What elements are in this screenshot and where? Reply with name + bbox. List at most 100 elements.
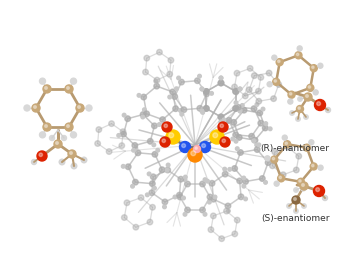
Circle shape: [133, 224, 139, 230]
Circle shape: [135, 150, 141, 156]
Circle shape: [296, 153, 302, 159]
Circle shape: [149, 190, 155, 195]
Circle shape: [298, 107, 300, 109]
Circle shape: [182, 144, 185, 147]
Circle shape: [210, 130, 224, 144]
Circle shape: [247, 66, 253, 71]
Circle shape: [119, 143, 125, 149]
Circle shape: [289, 93, 292, 95]
Circle shape: [270, 163, 275, 168]
Circle shape: [288, 91, 295, 98]
Circle shape: [143, 69, 148, 75]
Circle shape: [220, 124, 224, 127]
Circle shape: [303, 144, 310, 151]
Circle shape: [274, 80, 276, 82]
Circle shape: [166, 130, 180, 144]
Circle shape: [125, 116, 130, 122]
Circle shape: [178, 176, 184, 182]
Circle shape: [238, 109, 242, 113]
Circle shape: [238, 87, 242, 91]
Circle shape: [173, 106, 179, 112]
Circle shape: [304, 115, 308, 119]
Circle shape: [202, 144, 206, 147]
Circle shape: [317, 102, 320, 106]
Circle shape: [166, 163, 170, 167]
Circle shape: [149, 181, 155, 187]
Circle shape: [237, 135, 242, 140]
Circle shape: [306, 94, 309, 97]
Circle shape: [122, 215, 127, 220]
Circle shape: [78, 106, 80, 108]
Circle shape: [162, 122, 172, 132]
Circle shape: [199, 141, 211, 153]
Circle shape: [143, 108, 146, 112]
Circle shape: [185, 207, 190, 213]
Circle shape: [86, 105, 92, 111]
Circle shape: [71, 132, 76, 138]
Circle shape: [185, 181, 190, 187]
Circle shape: [207, 194, 213, 200]
Circle shape: [227, 120, 231, 123]
Circle shape: [261, 107, 265, 111]
Circle shape: [96, 127, 102, 132]
Circle shape: [272, 55, 277, 60]
Circle shape: [290, 111, 294, 115]
Circle shape: [233, 89, 239, 94]
Circle shape: [125, 164, 131, 170]
Circle shape: [257, 110, 262, 116]
Circle shape: [224, 208, 229, 214]
Circle shape: [200, 87, 204, 91]
Circle shape: [137, 93, 141, 97]
Circle shape: [271, 156, 278, 163]
Circle shape: [168, 95, 171, 99]
Circle shape: [81, 157, 87, 163]
Circle shape: [131, 184, 134, 188]
Circle shape: [203, 212, 207, 216]
Circle shape: [302, 204, 306, 208]
Circle shape: [241, 107, 247, 113]
Circle shape: [280, 172, 286, 178]
Circle shape: [62, 136, 67, 140]
Circle shape: [219, 76, 223, 80]
Circle shape: [208, 227, 214, 232]
Circle shape: [307, 84, 314, 91]
Circle shape: [271, 96, 276, 102]
Circle shape: [145, 193, 149, 197]
Circle shape: [154, 83, 159, 89]
Circle shape: [183, 178, 187, 181]
Circle shape: [197, 106, 203, 111]
Circle shape: [180, 141, 190, 153]
Circle shape: [252, 139, 256, 143]
Circle shape: [109, 121, 114, 126]
Circle shape: [206, 179, 209, 183]
Circle shape: [298, 97, 302, 101]
Circle shape: [152, 151, 158, 157]
Circle shape: [312, 164, 314, 167]
Circle shape: [195, 78, 200, 83]
Circle shape: [213, 195, 217, 199]
Circle shape: [132, 148, 135, 152]
Circle shape: [122, 113, 126, 117]
Circle shape: [160, 117, 165, 122]
Circle shape: [235, 104, 241, 110]
Circle shape: [295, 52, 302, 59]
Circle shape: [67, 125, 69, 127]
Circle shape: [168, 58, 174, 63]
Circle shape: [40, 78, 45, 84]
Circle shape: [255, 147, 260, 152]
Circle shape: [272, 149, 278, 155]
Circle shape: [246, 87, 252, 93]
Circle shape: [260, 176, 265, 181]
Circle shape: [50, 136, 54, 140]
Circle shape: [71, 163, 77, 169]
Circle shape: [293, 167, 299, 173]
Circle shape: [169, 133, 174, 138]
Circle shape: [148, 139, 153, 144]
Circle shape: [240, 104, 244, 107]
Circle shape: [163, 205, 166, 209]
Circle shape: [313, 90, 318, 95]
Circle shape: [179, 109, 182, 112]
Circle shape: [264, 122, 267, 125]
Circle shape: [71, 78, 76, 84]
Circle shape: [233, 106, 239, 111]
